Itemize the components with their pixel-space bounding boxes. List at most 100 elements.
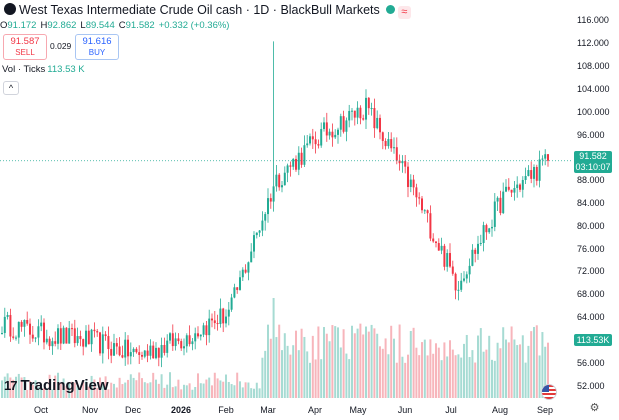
volume-bar [376,333,379,398]
volume-bar [286,345,289,398]
candle-body [485,225,488,233]
symbol-title[interactable]: West Texas Intermediate Crude Oil cash ·… [19,3,380,17]
tradingview-logo[interactable]: 17 TradingView [4,377,109,394]
volume-bar [43,388,45,398]
candle-body [507,186,510,190]
volume-bar [264,350,267,398]
volume-bar [485,349,488,398]
volume-bar [507,342,510,398]
price-axis-label: 116.000 [577,15,609,26]
volume-bar [272,298,275,398]
volume-bar [59,382,62,398]
candle-body [43,322,45,343]
candle-body [213,320,216,324]
candle-body [457,289,460,291]
candle-body [29,323,31,335]
time-axis-label: 2026 [170,405,192,415]
candle-body [281,185,283,188]
buy-label: BUY [88,48,106,57]
volume-bar [300,328,303,398]
volume-bar [488,335,491,398]
candle-body [409,179,412,188]
us-flag-icon[interactable] [541,384,557,400]
volume-bar [65,385,68,398]
price-axis-label: 88.000 [577,175,605,186]
candle-body [314,139,317,145]
candle-body [127,339,129,357]
volume-bar [93,379,96,398]
candle-body [300,152,303,165]
volume-bar [278,324,281,398]
volume-bar [258,388,261,398]
price-axis-label: 56.000 [577,357,605,368]
volume-bar [345,353,348,398]
symbol-logo-icon [4,3,16,15]
volume-bar [68,382,71,398]
candle-body [491,226,493,229]
candle-body [230,297,233,310]
candle-body [177,338,180,342]
candle-body [20,321,23,327]
volume-bar [421,342,423,398]
volume-bar [135,380,138,398]
candle-body [418,197,421,199]
volume-bar [205,379,208,398]
volume-bar [199,383,202,398]
volume-bar [250,388,253,398]
settings-gear-icon[interactable]: ⚙ [589,402,600,414]
volume-bar [342,329,345,398]
volume-bar [323,327,325,398]
volume-bar [381,348,384,398]
candle-body [474,249,477,254]
candle-body [339,116,342,130]
candle-body [205,325,208,336]
candle-body [104,334,107,337]
time-axis-label: Oct [33,405,49,415]
tradingview-wordmark: TradingView [20,377,109,394]
volume-bar [465,334,468,398]
candle-body [513,188,516,193]
candle-body [306,143,309,146]
volume-bar [362,334,365,398]
candle-body [493,201,496,227]
sell-button[interactable]: 91.587 SELL [3,34,47,60]
time-axis-label: Jun [397,405,413,415]
volume-bar [104,376,107,398]
indicator-wave-icon[interactable]: ≈ [397,6,411,19]
candle-body [208,318,211,336]
price-axis-label: 72.000 [577,266,605,277]
volume-bar [17,373,20,398]
candle-body [342,116,345,132]
volume-bar [149,382,152,398]
candle-body [516,184,519,189]
candle-body [401,161,404,164]
candle-body [71,328,73,330]
candle-body [502,191,505,214]
volume-bar [20,377,23,398]
candle-body [367,97,370,109]
candle-body [535,166,538,181]
candle-body [250,251,253,263]
candle-body [384,140,387,147]
volume-bar [401,356,404,398]
volume-bar [409,330,412,398]
collapse-legend-button[interactable]: ^ [3,81,19,95]
buy-button[interactable]: 91.616 BUY [75,34,119,60]
sell-label: SELL [15,48,35,57]
volume-bar [185,385,188,398]
volume-legend[interactable]: Vol · Ticks 113.53 K [2,64,85,75]
candle-body [435,241,437,244]
candle-body [185,335,188,347]
candle-body [194,333,197,342]
volume-bar [138,372,141,398]
volume-bar [463,343,465,398]
candle-body [48,338,51,347]
symbol-header[interactable]: West Texas Intermediate Crude Oil cash ·… [4,2,411,19]
candle-body [199,334,202,337]
candle-body [479,243,482,245]
candle-body [166,340,169,353]
candle-body [345,120,348,132]
candle-body [85,330,87,347]
candle-body [1,333,3,335]
